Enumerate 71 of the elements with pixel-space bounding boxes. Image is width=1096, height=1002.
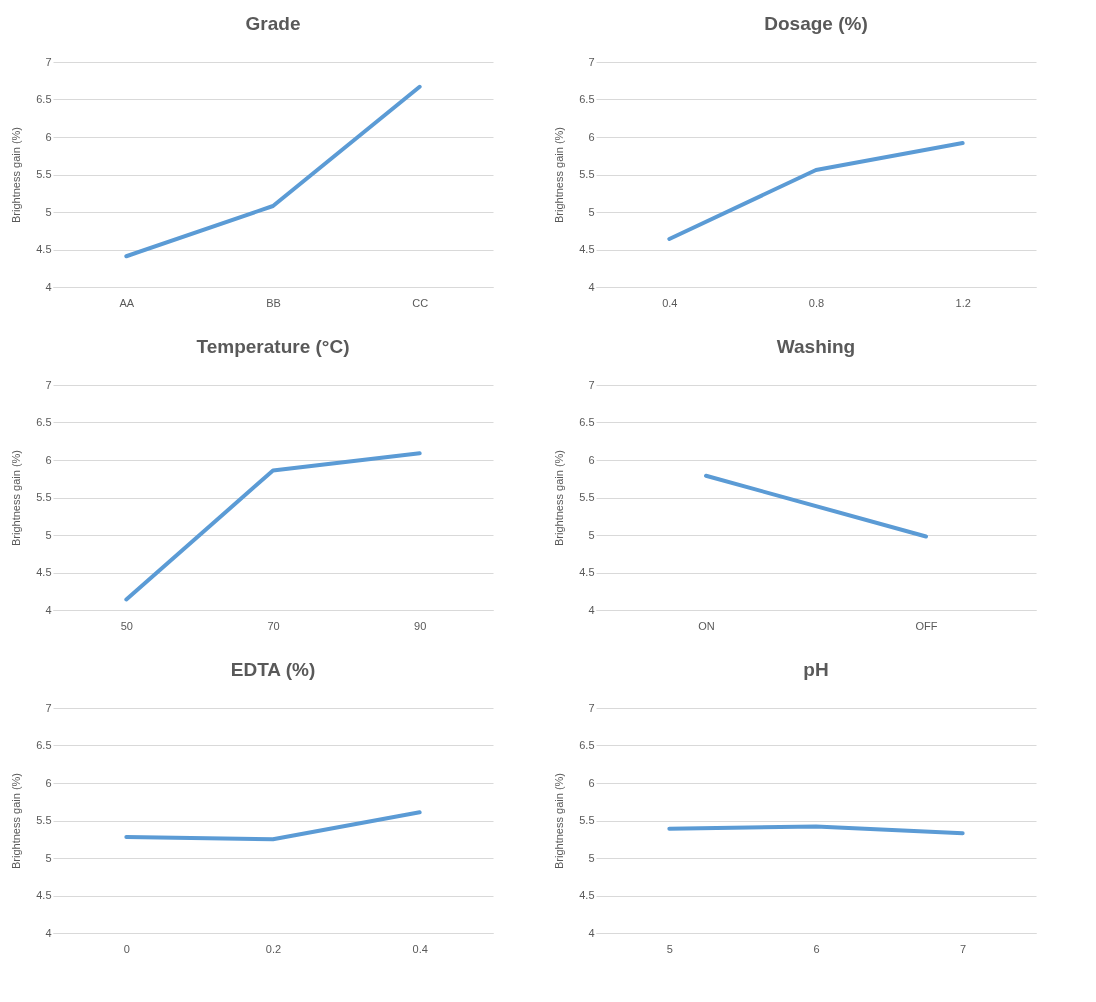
y-tick-label: 5 (588, 528, 595, 541)
x-tick-label: 7 (960, 942, 967, 955)
x-tick-label: 70 (267, 619, 280, 632)
y-tick-label: 6.5 (36, 416, 52, 428)
y-tick-label: 6.5 (579, 416, 595, 428)
y-tick-label: 5 (45, 205, 52, 218)
y-tick-label: 6 (588, 130, 595, 143)
y-axis-title: Brightness gain (%) (553, 127, 566, 223)
y-tick-label: 4.5 (36, 566, 52, 578)
y-tick-label: 4.5 (579, 243, 595, 255)
y-tick-label: 7 (588, 378, 595, 391)
chart-title: Temperature (°C) (196, 336, 350, 357)
chart-title: Grade (245, 13, 301, 34)
x-tick-label: 1.2 (955, 296, 971, 309)
y-axis-title: Brightness gain (%) (10, 773, 23, 869)
x-tick-label: 50 (120, 619, 133, 632)
y-tick-label: 4 (588, 280, 595, 293)
y-axis-title: Brightness gain (%) (10, 127, 23, 223)
x-tick-label: BB (266, 296, 281, 309)
y-axis-title: Brightness gain (%) (10, 450, 23, 546)
chart-title: Dosage (%) (764, 13, 868, 34)
y-tick-label: 6.5 (579, 93, 595, 105)
chart-title: EDTA (%) (230, 659, 316, 680)
y-tick-label: 6 (588, 453, 595, 466)
chart-title: pH (803, 659, 829, 680)
x-tick-label: CC (412, 296, 429, 309)
y-tick-label: 6 (45, 776, 52, 789)
y-tick-label: 7 (588, 701, 595, 714)
x-tick-label: 90 (414, 619, 427, 632)
y-tick-label: 5.5 (36, 168, 52, 180)
y-tick-label: 4.5 (36, 889, 52, 901)
y-tick-label: 5.5 (579, 168, 595, 180)
y-tick-label: 7 (588, 55, 595, 68)
y-axis-title: Brightness gain (%) (553, 773, 566, 869)
y-tick-label: 5 (45, 528, 52, 541)
x-tick-label: 0.4 (662, 296, 678, 309)
y-axis-title: Brightness gain (%) (553, 450, 566, 546)
chart-title: Washing (776, 336, 856, 357)
y-tick-label: 4 (45, 603, 52, 616)
y-tick-label: 4 (45, 280, 52, 293)
y-tick-label: 5 (588, 205, 595, 218)
y-tick-label: 7 (45, 701, 52, 714)
x-tick-label: 0 (123, 942, 130, 955)
y-tick-label: 4 (588, 603, 595, 616)
x-tick-label: 0.4 (412, 942, 428, 955)
y-tick-label: 5.5 (36, 814, 52, 826)
y-tick-label: 4 (588, 926, 595, 939)
y-tick-label: 5 (45, 851, 52, 864)
y-tick-label: 5.5 (36, 491, 52, 503)
y-tick-label: 6 (45, 130, 52, 143)
x-tick-label: 0.8 (808, 296, 825, 309)
y-tick-label: 4 (45, 926, 52, 939)
y-tick-label: 5 (588, 851, 595, 864)
y-tick-label: 7 (45, 378, 52, 391)
y-tick-label: 4.5 (579, 889, 595, 901)
y-tick-label: 7 (45, 55, 52, 68)
y-tick-label: 6.5 (579, 739, 595, 751)
x-tick-label: 5 (666, 942, 673, 955)
x-tick-label: 6 (813, 942, 820, 955)
y-tick-label: 4.5 (36, 243, 52, 255)
y-tick-label: 5.5 (579, 814, 595, 826)
y-tick-label: 6 (588, 776, 595, 789)
y-tick-label: 6.5 (36, 739, 52, 751)
x-tick-label: ON (698, 619, 715, 632)
x-tick-label: AA (119, 296, 135, 309)
x-tick-label: 0.2 (265, 942, 282, 955)
y-tick-label: 6 (45, 453, 52, 466)
y-tick-label: 5.5 (579, 491, 595, 503)
y-tick-label: 4.5 (579, 566, 595, 578)
x-tick-label: OFF (915, 619, 938, 632)
y-tick-label: 6.5 (36, 93, 52, 105)
